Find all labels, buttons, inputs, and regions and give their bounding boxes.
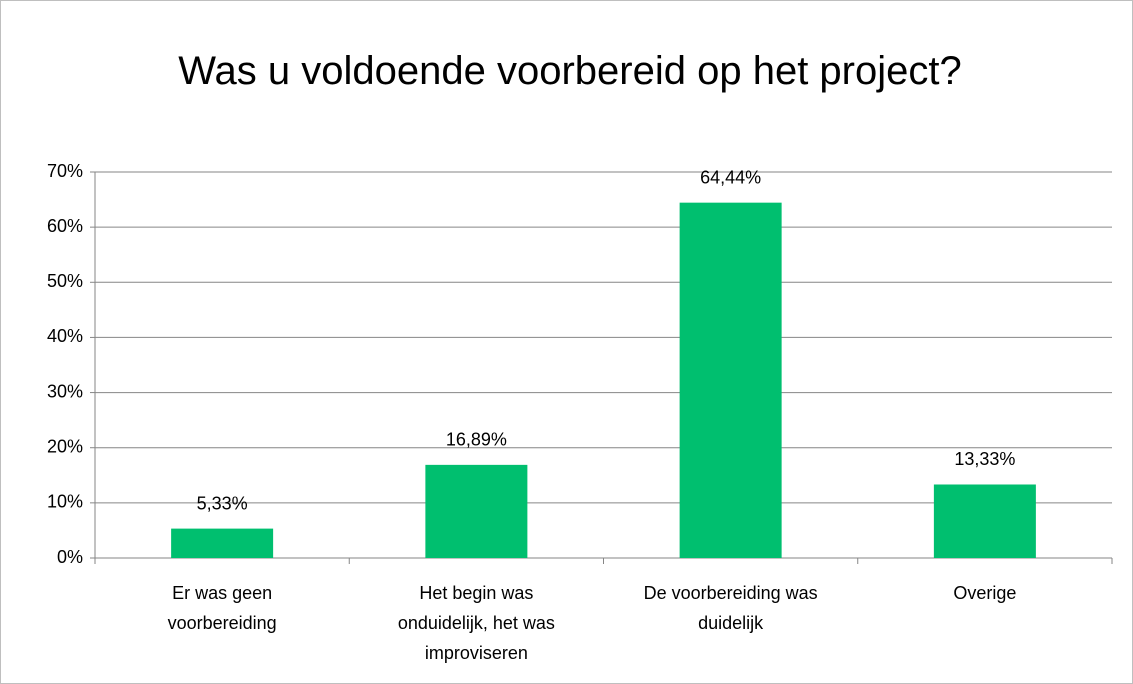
y-tick-label: 40% [47,326,83,346]
bar [679,202,782,558]
y-tick-label: 70% [47,161,83,181]
data-label: 16,89% [446,430,507,450]
x-tick-label: De voorbereiding was duidelijk [643,583,818,633]
bar [933,484,1036,558]
data-label: 13,33% [954,449,1015,469]
y-tick-label: 30% [47,381,83,401]
y-tick-label: 0% [57,547,83,567]
bar [171,528,274,558]
data-label: 64,44% [700,167,761,187]
y-tick-label: 60% [47,216,83,236]
y-tick-label: 20% [47,436,83,456]
x-tick-label: Overige [953,583,1017,603]
chart-title: Was u voldoende voorbereid op het projec… [178,49,962,93]
y-tick-label: 50% [47,271,83,291]
x-tick-label: Er was geen voorbereiding [167,583,277,633]
y-tick-label: 10% [47,492,83,512]
x-tick-label: Het begin was onduidelijk, het was impro… [397,583,555,663]
data-label: 5,33% [197,493,248,513]
bar [425,464,528,558]
